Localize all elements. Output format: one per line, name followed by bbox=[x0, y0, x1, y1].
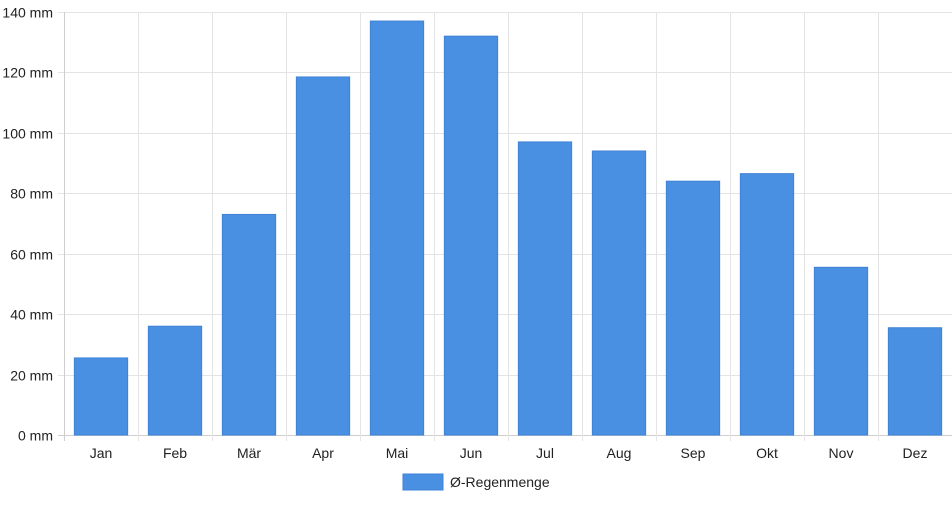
y-tick-label: 40 mm bbox=[10, 307, 53, 323]
bar-jun[interactable] bbox=[443, 35, 499, 436]
bar-aug[interactable] bbox=[591, 150, 647, 436]
x-tick-label: Nov bbox=[829, 445, 854, 461]
bar-mai[interactable] bbox=[369, 20, 425, 436]
x-tick-label: Feb bbox=[163, 445, 187, 461]
bar-okt[interactable] bbox=[739, 173, 795, 436]
bar-nov[interactable] bbox=[813, 266, 869, 436]
y-tick-label: 0 mm bbox=[18, 428, 53, 444]
y-axis-ticks: 0 mm 20 mm 40 mm 60 mm 80 mm 100 mm 120 mm 140 … bbox=[2, 5, 53, 444]
y-tick-label: 140 mm bbox=[2, 5, 53, 21]
x-tick-label: Jun bbox=[460, 445, 483, 461]
y-tick-label: 20 mm bbox=[10, 368, 53, 384]
x-tick-label: Sep bbox=[681, 445, 706, 461]
grid-lines bbox=[58, 12, 952, 441]
legend[interactable]: Ø-Regenmenge bbox=[402, 473, 550, 491]
bars bbox=[73, 20, 943, 436]
x-tick-label: Aug bbox=[607, 445, 632, 461]
x-axis-ticks: Jan Feb Mär Apr Mai Jun Jul Aug Sep Okt Nov Dez bbox=[90, 445, 928, 461]
y-tick-label: 60 mm bbox=[10, 247, 53, 263]
bar-jan[interactable] bbox=[73, 357, 129, 436]
legend-swatch[interactable] bbox=[402, 473, 444, 491]
y-tick-label: 120 mm bbox=[2, 65, 53, 81]
y-tick-label: 100 mm bbox=[2, 126, 53, 142]
x-tick-label: Mai bbox=[386, 445, 409, 461]
legend-label[interactable]: Ø-Regenmenge bbox=[450, 474, 550, 490]
bar-apr[interactable] bbox=[295, 76, 351, 436]
bar-dez[interactable] bbox=[887, 327, 943, 436]
bar-sep[interactable] bbox=[665, 180, 721, 436]
bar-jul[interactable] bbox=[517, 141, 573, 436]
x-tick-label: Jan bbox=[90, 445, 113, 461]
x-tick-label: Mär bbox=[237, 445, 261, 461]
x-tick-label: Jul bbox=[536, 445, 554, 461]
bar-feb[interactable] bbox=[147, 325, 203, 436]
x-tick-label: Okt bbox=[756, 445, 778, 461]
y-tick-label: 80 mm bbox=[10, 186, 53, 202]
bar-mär[interactable] bbox=[221, 213, 277, 436]
x-tick-label: Apr bbox=[312, 445, 334, 461]
x-tick-label: Dez bbox=[903, 445, 928, 461]
